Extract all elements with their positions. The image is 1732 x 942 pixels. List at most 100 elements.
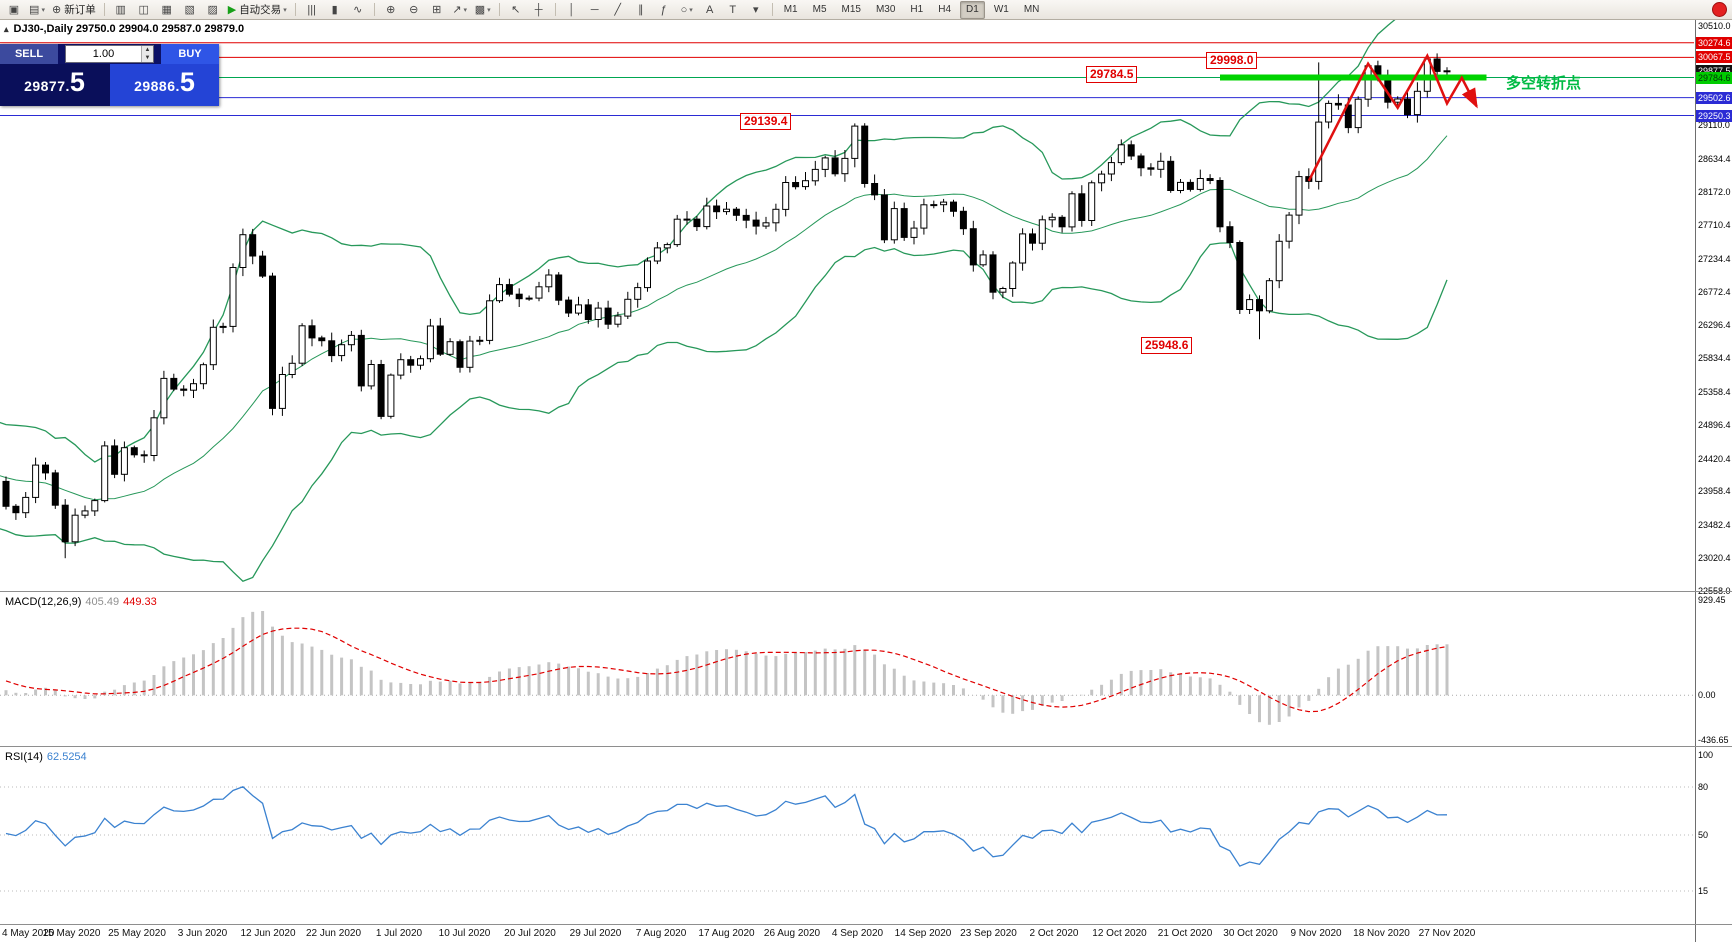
price-axis-label: 25834.4	[1698, 353, 1731, 364]
chart-line-icon[interactable]: ∿	[353, 3, 363, 16]
rsi-name: RSI(14)	[5, 751, 43, 763]
time-axis-label: 4 Sep 2020	[831, 928, 884, 939]
rsi-axis-label: 15	[1698, 886, 1709, 896]
shapes-icon[interactable]: ○ ▾	[680, 3, 693, 16]
macd-main-value: 405.49	[85, 596, 120, 608]
macd-header: MACD(12,26,9) 405.49 449.33	[5, 596, 157, 608]
ohlc-text: DJ30-,Daily 29750.0 29904.0 29587.0 2987…	[13, 23, 245, 35]
timeframe-d1[interactable]: D1	[960, 0, 985, 19]
channel-icon[interactable]: ∥	[637, 3, 644, 16]
time-axis-label: 14 Sep 2020	[894, 928, 952, 939]
horizontal-line-icon[interactable]: ─	[590, 3, 599, 16]
price-axis-label: 28634.4	[1698, 154, 1731, 165]
profiles-icon[interactable]: ▤ ▾	[29, 3, 45, 16]
time-axis-label: 18 Nov 2020	[1353, 928, 1410, 939]
price-axis[interactable]: 30510.0 29110.0 28634.4 28172.0 27710.4 27234…	[1695, 20, 1732, 942]
main-chart-canvas[interactable]	[0, 20, 1694, 592]
price-axis-label: 23958.4	[1698, 486, 1731, 497]
rsi-header: RSI(14) 62.5254	[5, 751, 87, 763]
time-axis[interactable]: 4 May 2020 15 May 2020 25 May 2020 3 Jun 20…	[0, 925, 1694, 942]
time-axis-label: 12 Oct 2020	[1092, 928, 1147, 939]
trendline-icon[interactable]: ╱	[614, 3, 622, 16]
price-axis-label: 30510.0	[1698, 21, 1731, 31]
crosshair-icon[interactable]: ┼	[534, 3, 543, 16]
time-axis-label: 2 Oct 2020	[1029, 928, 1079, 939]
arrows-icon[interactable]: ▾	[752, 3, 759, 16]
price-axis-label: 28172.0	[1698, 187, 1731, 198]
macd-axis-label: -436.65	[1698, 735, 1729, 745]
timeframe-m1[interactable]: M1	[783, 3, 798, 15]
new-chart-icon[interactable]: ▣	[8, 3, 20, 16]
rsi-pane-canvas[interactable]	[0, 747, 1694, 924]
pane-divider[interactable]	[0, 746, 1732, 747]
terminal-icon[interactable]: ▧	[184, 3, 195, 16]
fibonacci-icon[interactable]: ƒ	[660, 3, 667, 16]
turning-point-note[interactable]: 多空转折点	[1506, 75, 1582, 92]
volume-value[interactable]: 1.00	[92, 48, 115, 60]
timeframe-m30[interactable]: M30	[875, 3, 896, 15]
sell-button[interactable]: SELL	[0, 44, 58, 64]
autotrade-button[interactable]: ▶ 自动交易 ▾	[227, 3, 287, 17]
timeframe-m15[interactable]: M15	[841, 3, 861, 15]
bid-price-big-digit: 5	[69, 67, 85, 97]
pane-divider[interactable]	[0, 591, 1732, 592]
tile-windows-icon[interactable]: ⊞	[432, 3, 442, 16]
timeframe-h4[interactable]: H4	[938, 3, 952, 15]
strategy-tester-icon[interactable]: ▨	[207, 3, 218, 16]
price-tag: 29784.6	[1696, 71, 1732, 84]
rsi-value: 62.5254	[46, 751, 87, 763]
rsi-axis-label: 80	[1698, 782, 1709, 792]
price-annotation-29139[interactable]: 29139.4	[740, 113, 792, 130]
time-axis-label: 27 Nov 2020	[1418, 928, 1476, 939]
market-watch-icon[interactable]: ▥	[115, 3, 126, 16]
timeframe-w1[interactable]: W1	[993, 3, 1009, 15]
chart-bars-icon[interactable]: |||	[307, 3, 316, 16]
collapse-panel-icon[interactable]: ▴	[4, 23, 9, 34]
volume-down-button[interactable]: ▼	[142, 54, 153, 62]
data-window-icon[interactable]: ◫	[138, 3, 149, 16]
toolbar-button-group: ▣ ▤ ▾ ⊕ 新订单 ▥ ◫ ▦ ▧ ▨ ▶ 自动交易 ▾ ||| ▮ ∿ ⊕ ⊖ ⊞ ↗ ▾ ▩ ▾ ↖ ┼ │ ─ ╱ ∥ ƒ ○ ▾ A…	[3, 1, 777, 19]
rsi-axis-label: 100	[1698, 750, 1714, 760]
price-annotation-25948[interactable]: 25948.6	[1141, 337, 1193, 354]
timeframe-m5[interactable]: M5	[812, 3, 827, 15]
pane-divider	[0, 924, 1732, 925]
price-axis-label: 24420.4	[1698, 453, 1731, 464]
time-axis-label: 20 Jul 2020	[504, 928, 556, 939]
notification-badge-icon[interactable]	[1712, 2, 1727, 17]
vertical-line-icon[interactable]: │	[568, 3, 576, 16]
one-click-trading-panel: SELL 1.00 ▲ ▼ BUY 29877. 5 29886. 5	[0, 44, 219, 106]
ask-price-main: 29886.	[134, 78, 180, 94]
timeframe-mn[interactable]: MN	[1023, 3, 1040, 15]
text-label-icon[interactable]: T	[729, 3, 737, 16]
price-tag: 29250.3	[1696, 109, 1732, 122]
toolbar-separator	[554, 3, 556, 16]
templates-icon[interactable]: ▩ ▾	[474, 3, 491, 16]
macd-pane-canvas[interactable]	[0, 592, 1694, 746]
buy-button[interactable]: BUY	[161, 44, 219, 64]
price-tag: 30274.6	[1696, 36, 1732, 49]
toolbar-separator	[373, 3, 375, 16]
bid-price[interactable]: 29877. 5	[0, 64, 109, 106]
price-annotation-29998[interactable]: 29998.0	[1206, 52, 1258, 69]
text-icon[interactable]: A	[706, 3, 714, 16]
time-axis-label: 7 Aug 2020	[635, 928, 687, 939]
price-axis-label: 27234.4	[1698, 253, 1731, 264]
zoom-out-icon[interactable]: ⊖	[409, 3, 419, 16]
macd-axis-label: 0.00	[1698, 690, 1716, 701]
macd-name: MACD(12,26,9)	[5, 596, 82, 608]
ask-price[interactable]: 29886. 5	[109, 64, 219, 106]
volume-up-button[interactable]: ▲	[142, 46, 153, 54]
zoom-in-icon[interactable]: ⊕	[386, 3, 396, 16]
volume-steppers: ▲ ▼	[141, 46, 153, 62]
navigator-icon[interactable]: ▦	[161, 3, 172, 16]
volume-input[interactable]: 1.00 ▲ ▼	[65, 45, 154, 63]
toolbar-separator	[103, 3, 105, 16]
price-axis-label: 24896.4	[1698, 419, 1731, 430]
time-axis-label: 17 Aug 2020	[698, 928, 755, 939]
new-order-button[interactable]: ⊕ 新订单	[52, 3, 96, 17]
chart-candles-icon[interactable]: ▮	[331, 3, 338, 16]
timeframe-h1[interactable]: H1	[910, 3, 924, 15]
indicators-icon[interactable]: ↗ ▾	[452, 3, 468, 16]
price-annotation-29784[interactable]: 29784.5	[1086, 66, 1138, 83]
cursor-icon[interactable]: ↖	[511, 3, 521, 16]
